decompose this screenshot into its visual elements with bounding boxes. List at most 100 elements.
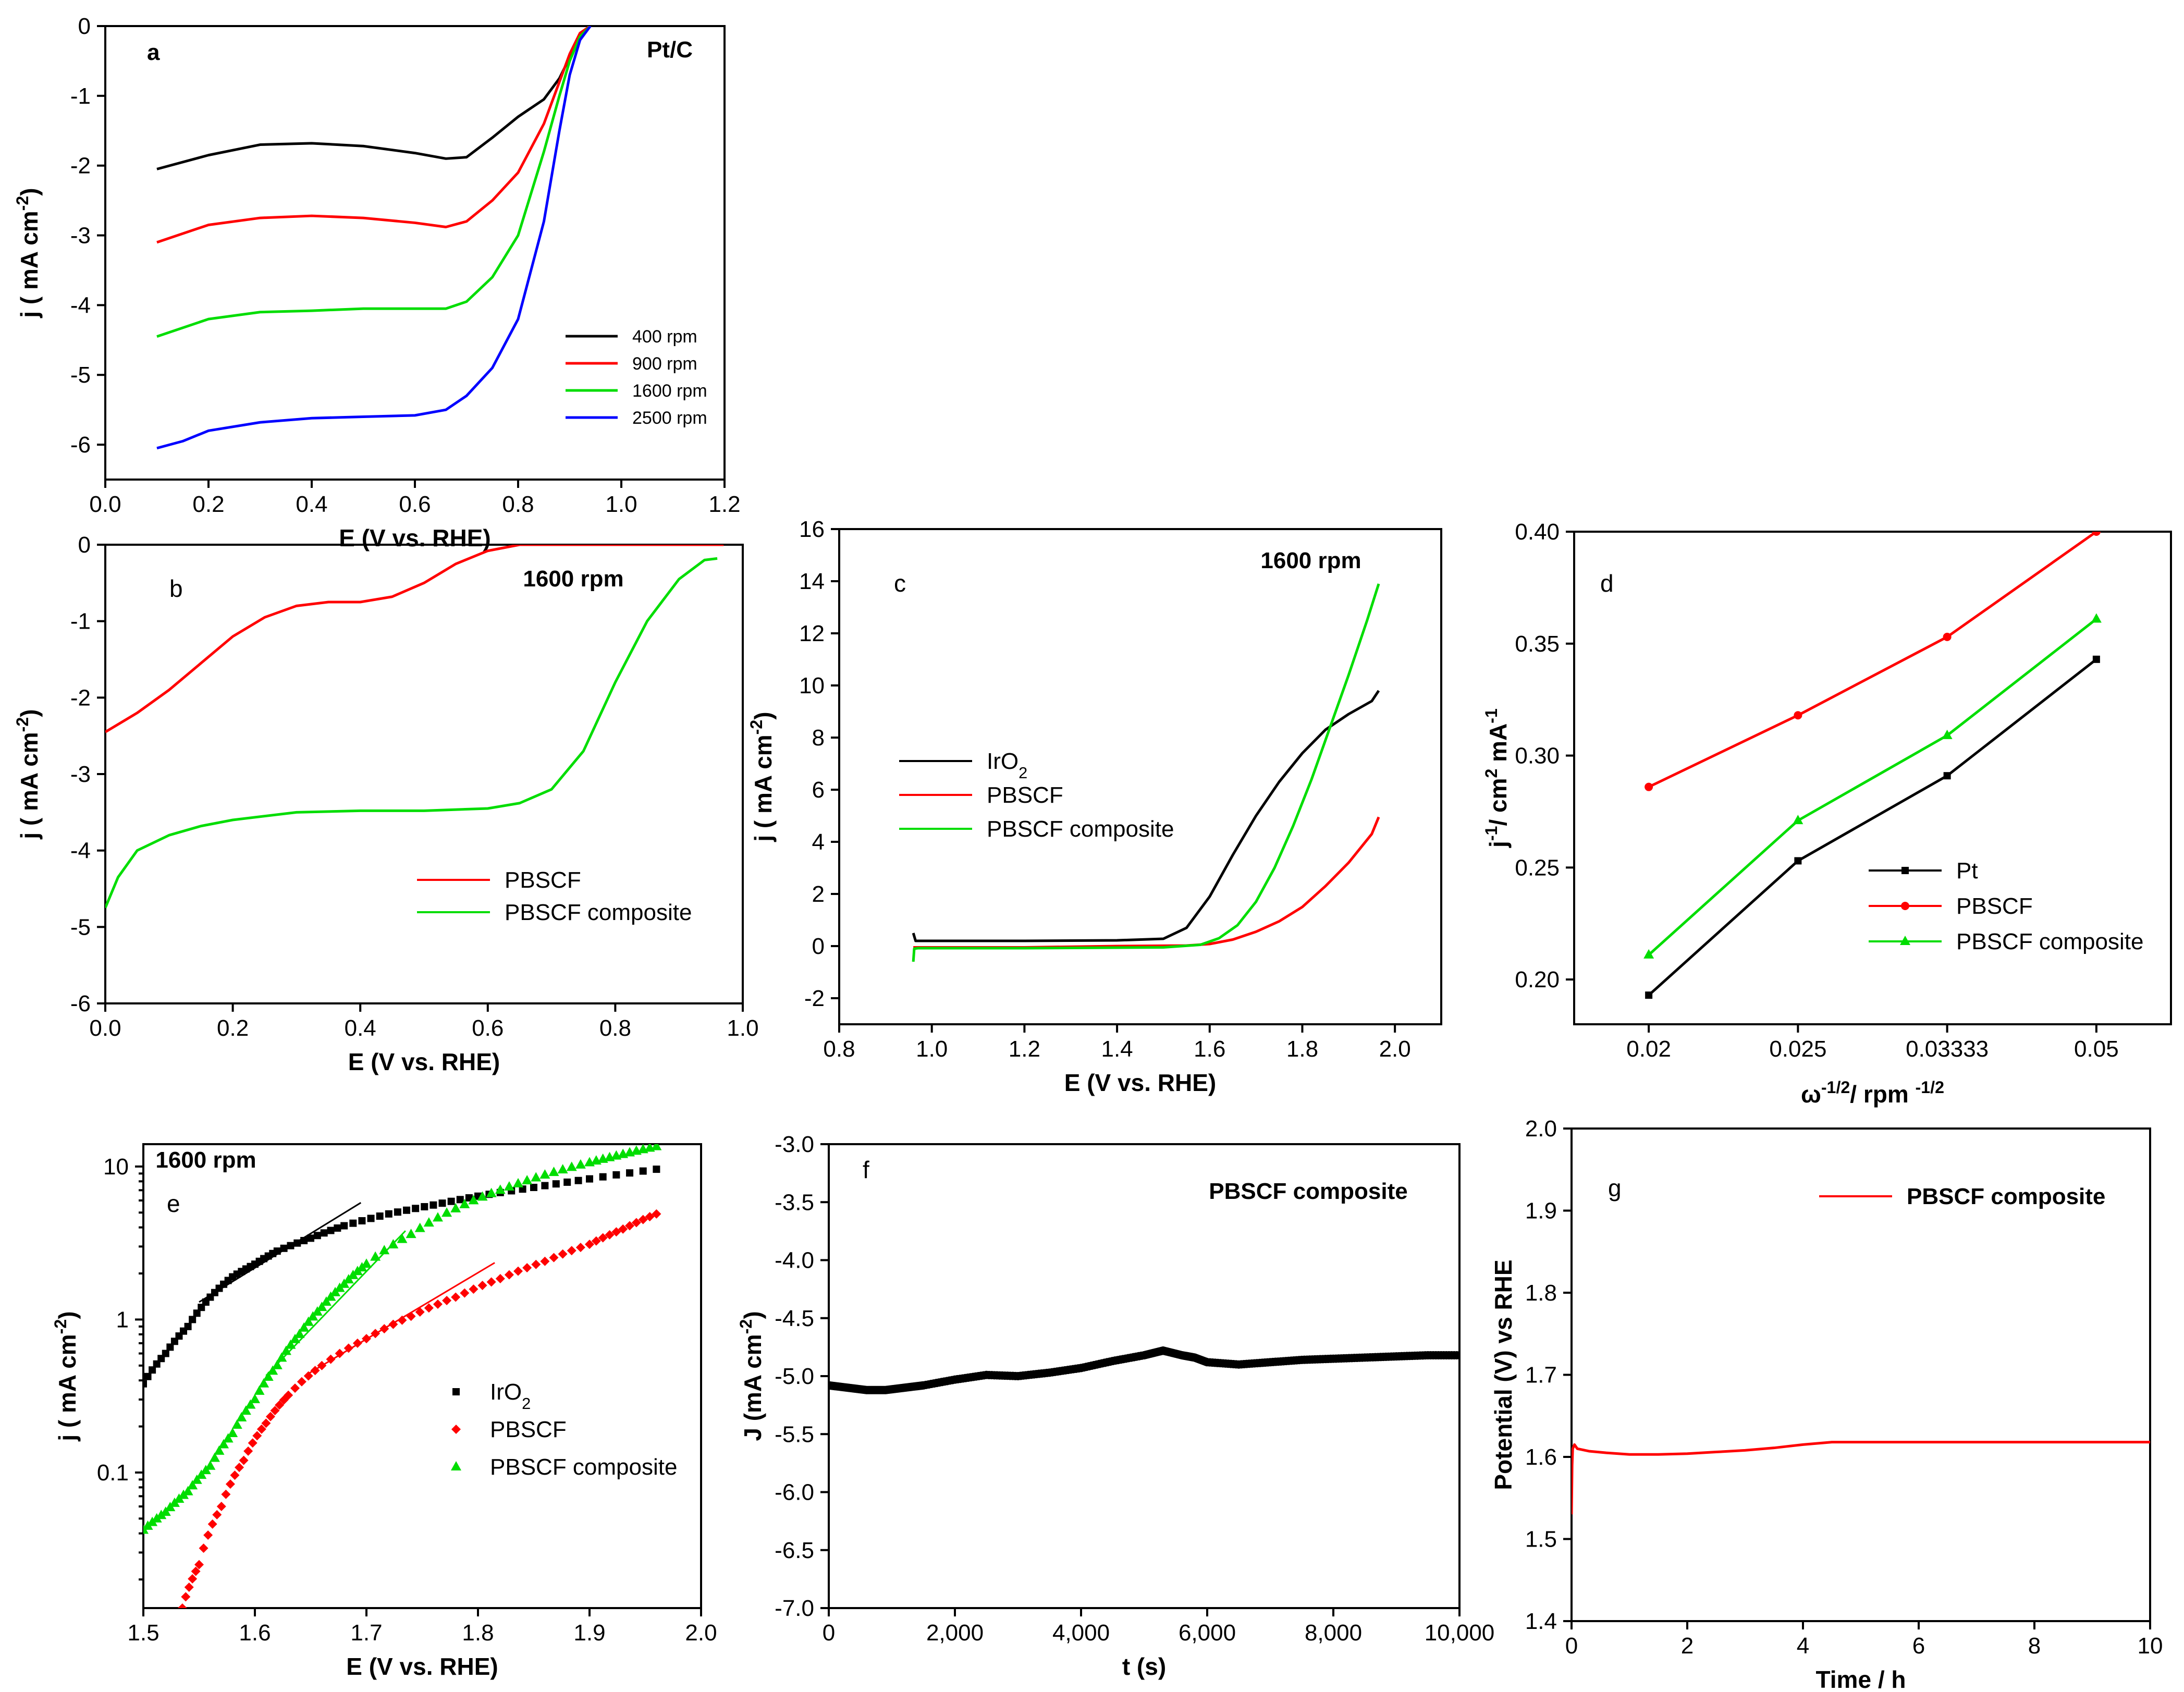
series-pbscf-composite-point — [459, 1198, 470, 1208]
series-pbscf-composite-point — [236, 1412, 247, 1421]
series-pbscf-composite-point — [539, 1169, 550, 1179]
series-pbscf-point — [199, 1543, 208, 1553]
y-tick-label: -6.5 — [775, 1538, 814, 1563]
y-tick-label: 2 — [812, 881, 825, 907]
series-pbscf-composite-point — [468, 1195, 479, 1205]
panel-f: 0 2,000 4,000 6,000 8,000 10,000 -3.0 -3.5 -4.0 -… — [737, 1132, 1494, 1680]
series-pbscf-point — [177, 1603, 187, 1608]
series-2500-rpm-line — [156, 26, 592, 450]
series-pbscf-composite-point — [450, 1203, 461, 1212]
legend-d: Pt PBSCF PBSCF composite — [1869, 858, 2143, 954]
legend-label: PBSCF composite — [490, 1454, 677, 1480]
x-tick-label: 0.4 — [345, 1015, 376, 1041]
series-pbscf-composite-point — [299, 1322, 310, 1332]
x-tick-label: 0.05 — [2074, 1036, 2119, 1062]
series-iro2-point — [586, 1175, 593, 1183]
series-pbscf-point — [540, 1256, 550, 1266]
series-pbscf-composite-point — [548, 1167, 559, 1176]
series-pbscf-composite-point — [303, 1316, 314, 1326]
series-pt-line — [1648, 658, 2097, 997]
x-tick-label: 0 — [1565, 1633, 1578, 1659]
x-axis-label: E (V vs. RHE) — [346, 1653, 498, 1680]
x-tick-label: 0.2 — [192, 492, 224, 517]
x-tick-label: 8 — [2028, 1633, 2041, 1659]
series-pbscf-point — [188, 1574, 198, 1584]
x-axis-label: ω-1/2/ rpm -1/2 — [1801, 1078, 1944, 1108]
y-tick-label: 1.9 — [1525, 1198, 1557, 1224]
series-group-b — [105, 545, 724, 909]
y-axis-label: j ( mA cm-2) — [13, 188, 43, 318]
series-iro2-point — [358, 1217, 366, 1224]
series-pbscf-point — [270, 1406, 280, 1416]
series-pbscf-composite-point — [486, 1187, 497, 1197]
series-pbscf-point — [191, 1566, 201, 1576]
x-tick-label: 1.6 — [239, 1620, 271, 1646]
series-pbscf-composite-point — [245, 1399, 256, 1409]
series-iro2-point — [376, 1212, 384, 1220]
series-pbscf-composite-point — [182, 1486, 193, 1495]
x-tick-label: 1.8 — [1286, 1036, 1318, 1062]
y-tick-label: 0.30 — [1515, 743, 1560, 769]
series-iro2-point — [438, 1199, 446, 1207]
series-iro2-point — [340, 1222, 348, 1230]
y-tick-label: 10 — [103, 1154, 129, 1180]
series-pbscf-point — [618, 1224, 628, 1234]
x-axis-label: E (V vs. RHE) — [339, 524, 490, 551]
series-pbscf-point — [1794, 711, 1802, 720]
legend-label: PBSCF composite — [987, 816, 1174, 842]
y-tick-label: -6.0 — [775, 1480, 814, 1505]
y-tick-label: 4 — [812, 829, 825, 855]
series-pbscf-composite-point — [223, 1433, 234, 1443]
series-pbscf-point — [303, 1371, 313, 1381]
y-tick-label: -4.0 — [775, 1248, 814, 1273]
series-iro2-point — [639, 1167, 647, 1175]
series-pbscf-point — [575, 1243, 585, 1253]
series-pbscf-composite-point — [1643, 949, 1654, 959]
legend-label: PBSCF composite — [1956, 929, 2143, 954]
panel-label-b: b — [169, 575, 183, 602]
x-tick-label: 0.02 — [1626, 1036, 1671, 1062]
series-pbscf-composite-point — [231, 1419, 242, 1429]
x-tick-label: 0.8 — [823, 1036, 855, 1062]
annotation-f: PBSCF composite — [1209, 1179, 1407, 1204]
legend-label: PBSCF — [505, 867, 581, 893]
legend-label: PBSCF — [1956, 893, 2033, 919]
panel-label-g: g — [1608, 1174, 1622, 1201]
series-iro2-point — [184, 1322, 192, 1330]
y-tick-label: -5 — [70, 362, 91, 388]
series-iro2-point — [280, 1244, 288, 1252]
y-tick-label: -4.5 — [775, 1306, 814, 1331]
series-iro2-point — [403, 1206, 411, 1214]
series-iro2-point — [307, 1234, 314, 1242]
series-pt-point — [1943, 772, 1951, 780]
y-tick-label: -3 — [70, 762, 91, 787]
series-pbscf-composite-point — [187, 1480, 198, 1490]
series-pbscf-point — [522, 1263, 532, 1273]
x-tick-label: 0.6 — [472, 1015, 504, 1041]
panel-e: 1.5 1.6 1.7 1.8 1.9 2.0 0.1 1 10 e 1600 rpm E (V vs… — [51, 1143, 717, 1680]
legend-label: 400 rpm — [632, 327, 697, 347]
x-tick-label: 0.025 — [1769, 1036, 1826, 1062]
x-tick-label: 2,000 — [926, 1620, 984, 1646]
panel-c: 0.8 1.0 1.2 1.4 1.6 1.8 2.0 -2 0 2 4 6 8 10 12 14 16 c 160… — [747, 517, 1442, 1096]
series-iro2-point — [412, 1205, 420, 1212]
y-tick-label: -4 — [70, 838, 91, 864]
series-pbscf-point — [477, 1281, 487, 1291]
x-tick-label: 8,000 — [1305, 1620, 1362, 1646]
series-iro2-point — [367, 1215, 375, 1222]
series-pbscf-point — [284, 1390, 293, 1400]
annotation-e: 1600 rpm — [155, 1147, 256, 1173]
y-tick-label: 0 — [78, 532, 91, 558]
y-tick-label: -1 — [70, 609, 91, 634]
plot-frame-a — [104, 25, 726, 481]
x-tick-label: 6 — [1912, 1633, 1925, 1659]
tafel-fit-line — [265, 1230, 406, 1377]
series-pbscf-point — [243, 1446, 253, 1456]
x-tick-label: 10 — [2138, 1633, 2163, 1659]
x-axis-label: E (V vs. RHE) — [1064, 1069, 1216, 1096]
y-tick-label: 0 — [812, 934, 825, 959]
series-pbscf-point — [1943, 632, 1952, 641]
series-pbscf-point — [504, 1270, 514, 1280]
series-pbscf-composite-point — [227, 1427, 238, 1437]
